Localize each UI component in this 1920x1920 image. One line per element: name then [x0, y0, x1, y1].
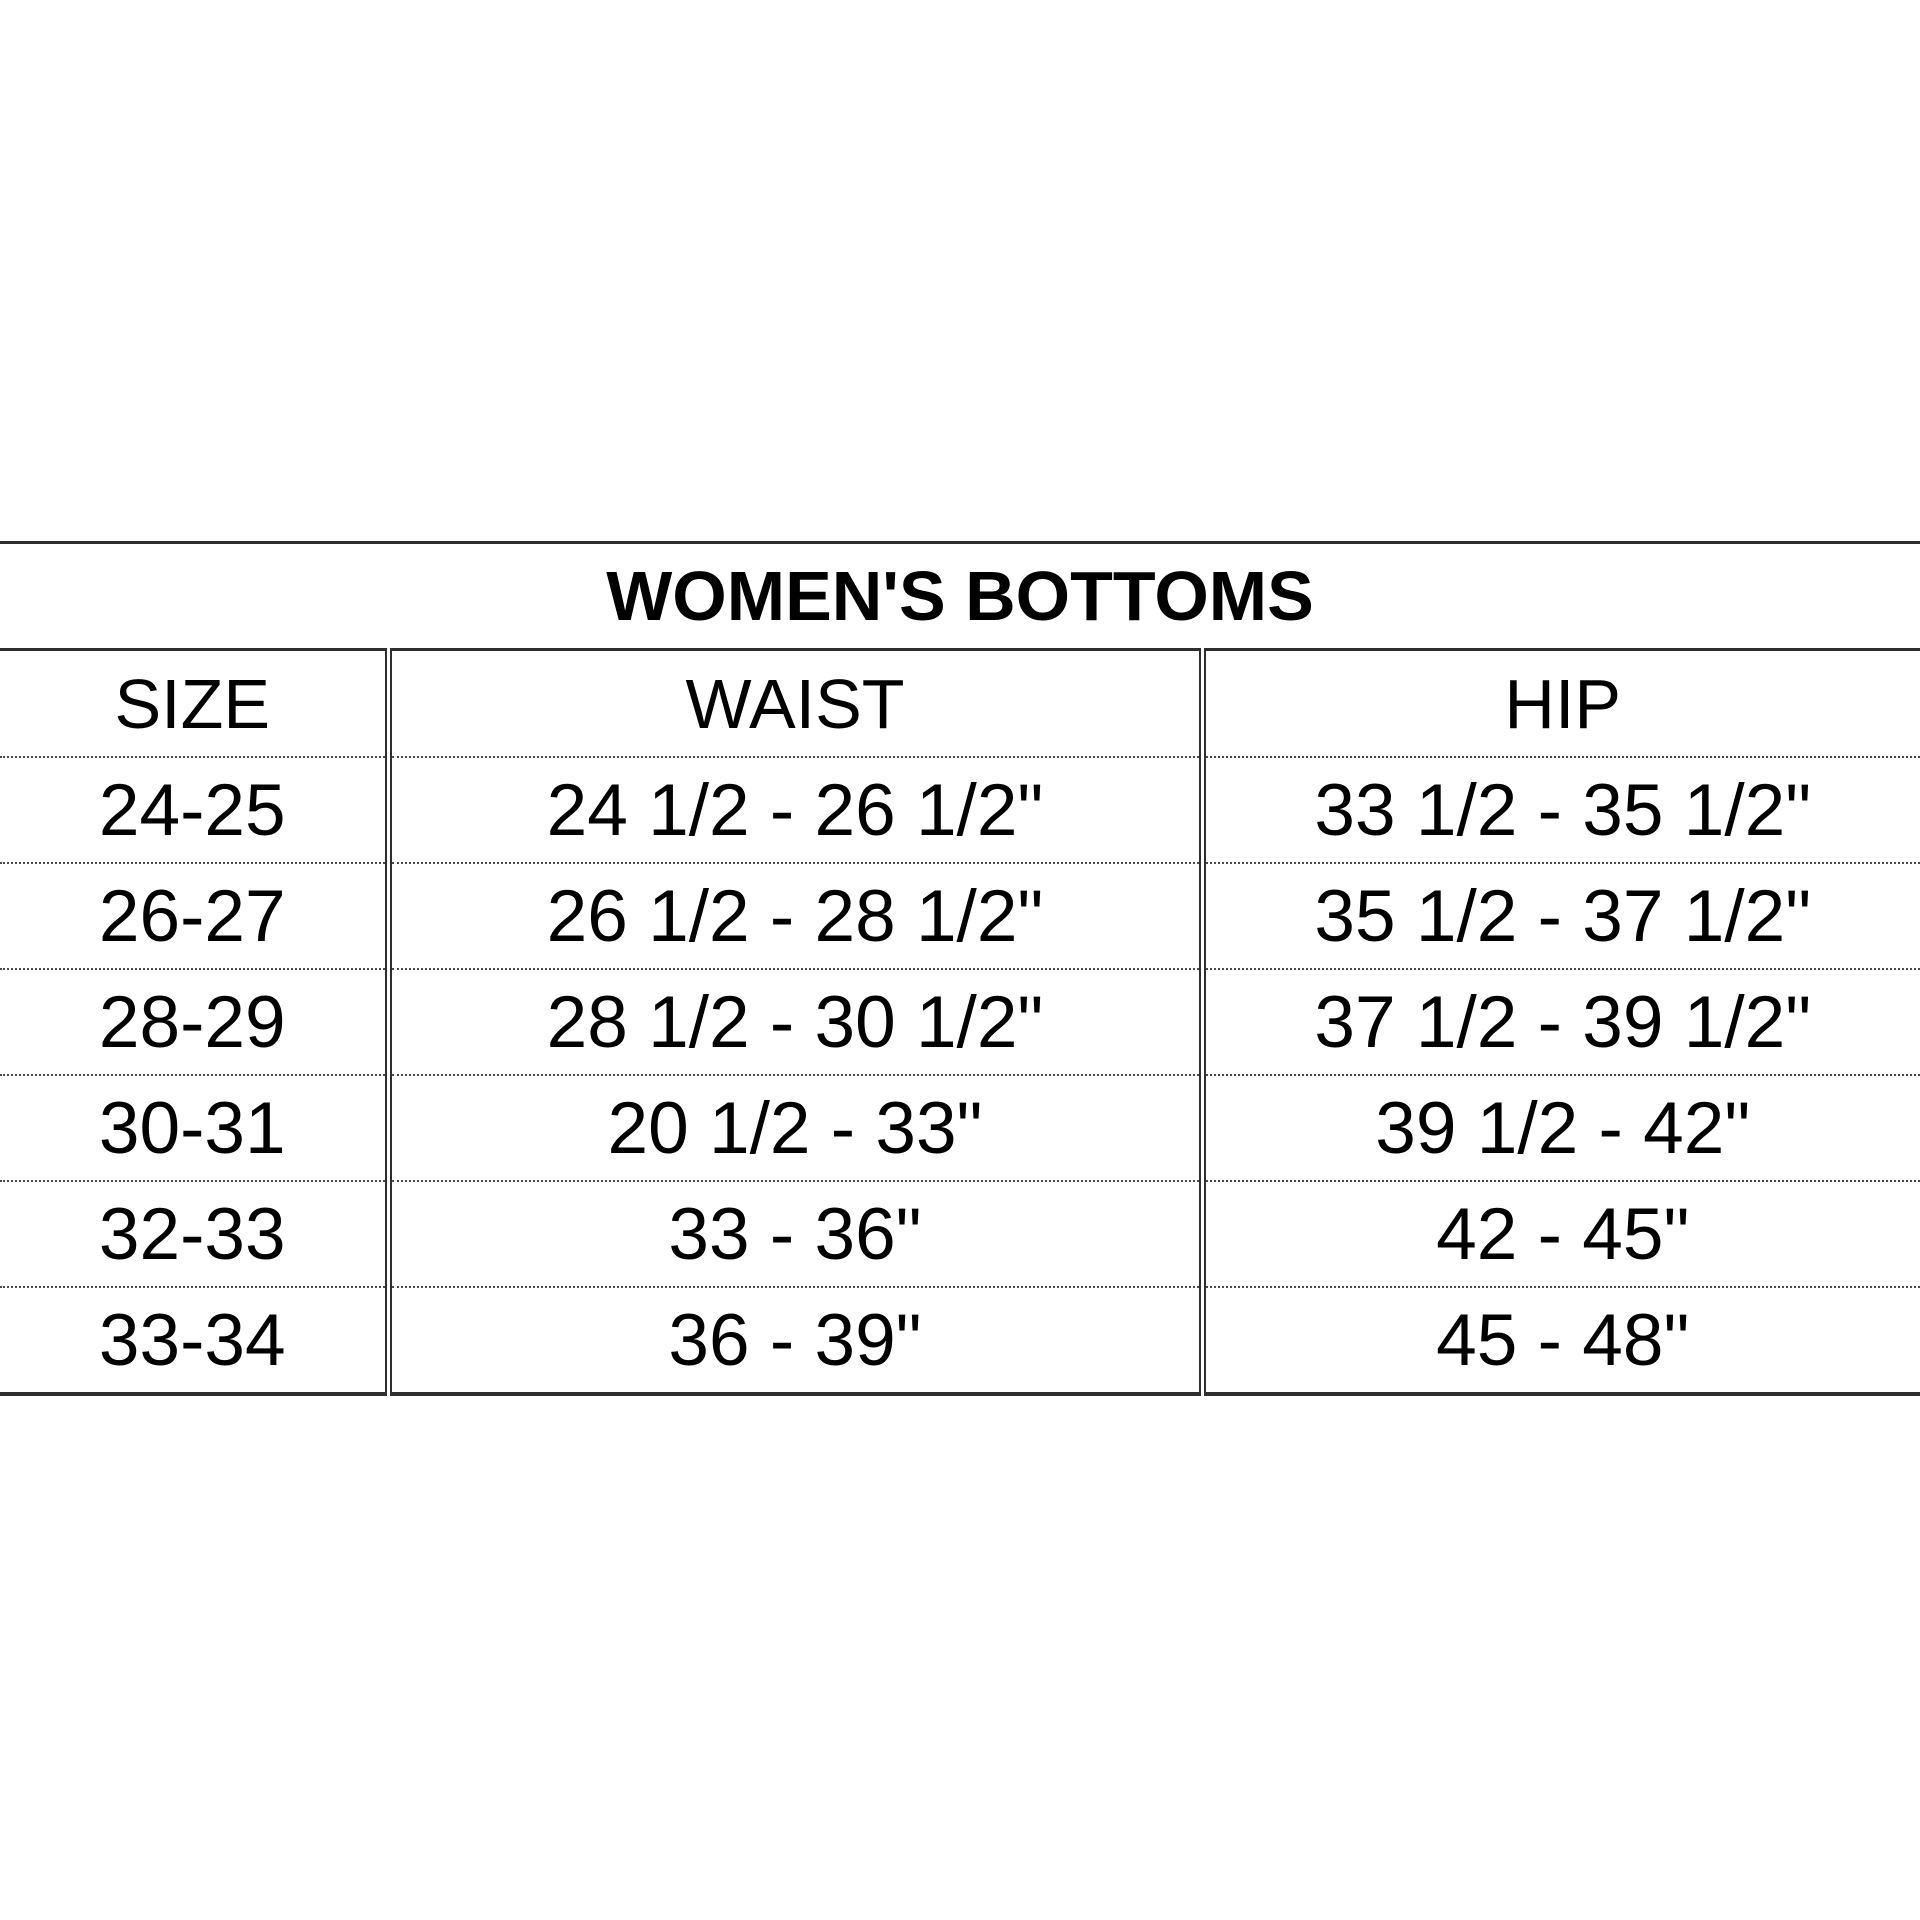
size-cell: 28-29 — [0, 969, 388, 1076]
hip-cell: 33 1/2 - 35 1/2" — [1198, 757, 1920, 864]
waist-cell: 26 1/2 - 28 1/2" — [384, 863, 1202, 970]
hip-cell: 42 - 45" — [1198, 1181, 1920, 1288]
column-header-size: SIZE — [0, 649, 388, 758]
table-row: 33-34 36 - 39" 45 - 48" — [0, 1287, 1920, 1396]
column-header-waist: WAIST — [384, 649, 1202, 758]
waist-cell: 28 1/2 - 30 1/2" — [384, 969, 1202, 1076]
waist-cell: 36 - 39" — [384, 1287, 1202, 1396]
column-header-hip: HIP — [1198, 649, 1920, 758]
table-row: 26-27 26 1/2 - 28 1/2" 35 1/2 - 37 1/2" — [0, 863, 1920, 970]
size-cell: 32-33 — [0, 1181, 388, 1288]
waist-cell: 20 1/2 - 33" — [384, 1075, 1202, 1182]
table-row: 24-25 24 1/2 - 26 1/2" 33 1/2 - 35 1/2" — [0, 757, 1920, 864]
table-header-row: SIZE WAIST HIP — [0, 649, 1920, 758]
size-cell: 33-34 — [0, 1287, 388, 1396]
hip-cell: 35 1/2 - 37 1/2" — [1198, 863, 1920, 970]
size-cell: 30-31 — [0, 1075, 388, 1182]
table-title: WOMEN'S BOTTOMS — [0, 541, 1920, 651]
table-row: 30-31 20 1/2 - 33" 39 1/2 - 42" — [0, 1075, 1920, 1182]
waist-cell: 33 - 36" — [384, 1181, 1202, 1288]
table-row: 28-29 28 1/2 - 30 1/2" 37 1/2 - 39 1/2" — [0, 969, 1920, 1076]
table-title-row: WOMEN'S BOTTOMS — [0, 541, 1920, 651]
table-row: 32-33 33 - 36" 42 - 45" — [0, 1181, 1920, 1288]
size-cell: 26-27 — [0, 863, 388, 970]
waist-cell: 24 1/2 - 26 1/2" — [384, 757, 1202, 864]
size-chart-table: WOMEN'S BOTTOMS SIZE WAIST HIP 24-25 24 … — [0, 541, 1920, 1396]
hip-cell: 37 1/2 - 39 1/2" — [1198, 969, 1920, 1076]
hip-cell: 39 1/2 - 42" — [1198, 1075, 1920, 1182]
hip-cell: 45 - 48" — [1198, 1287, 1920, 1396]
size-cell: 24-25 — [0, 757, 388, 864]
